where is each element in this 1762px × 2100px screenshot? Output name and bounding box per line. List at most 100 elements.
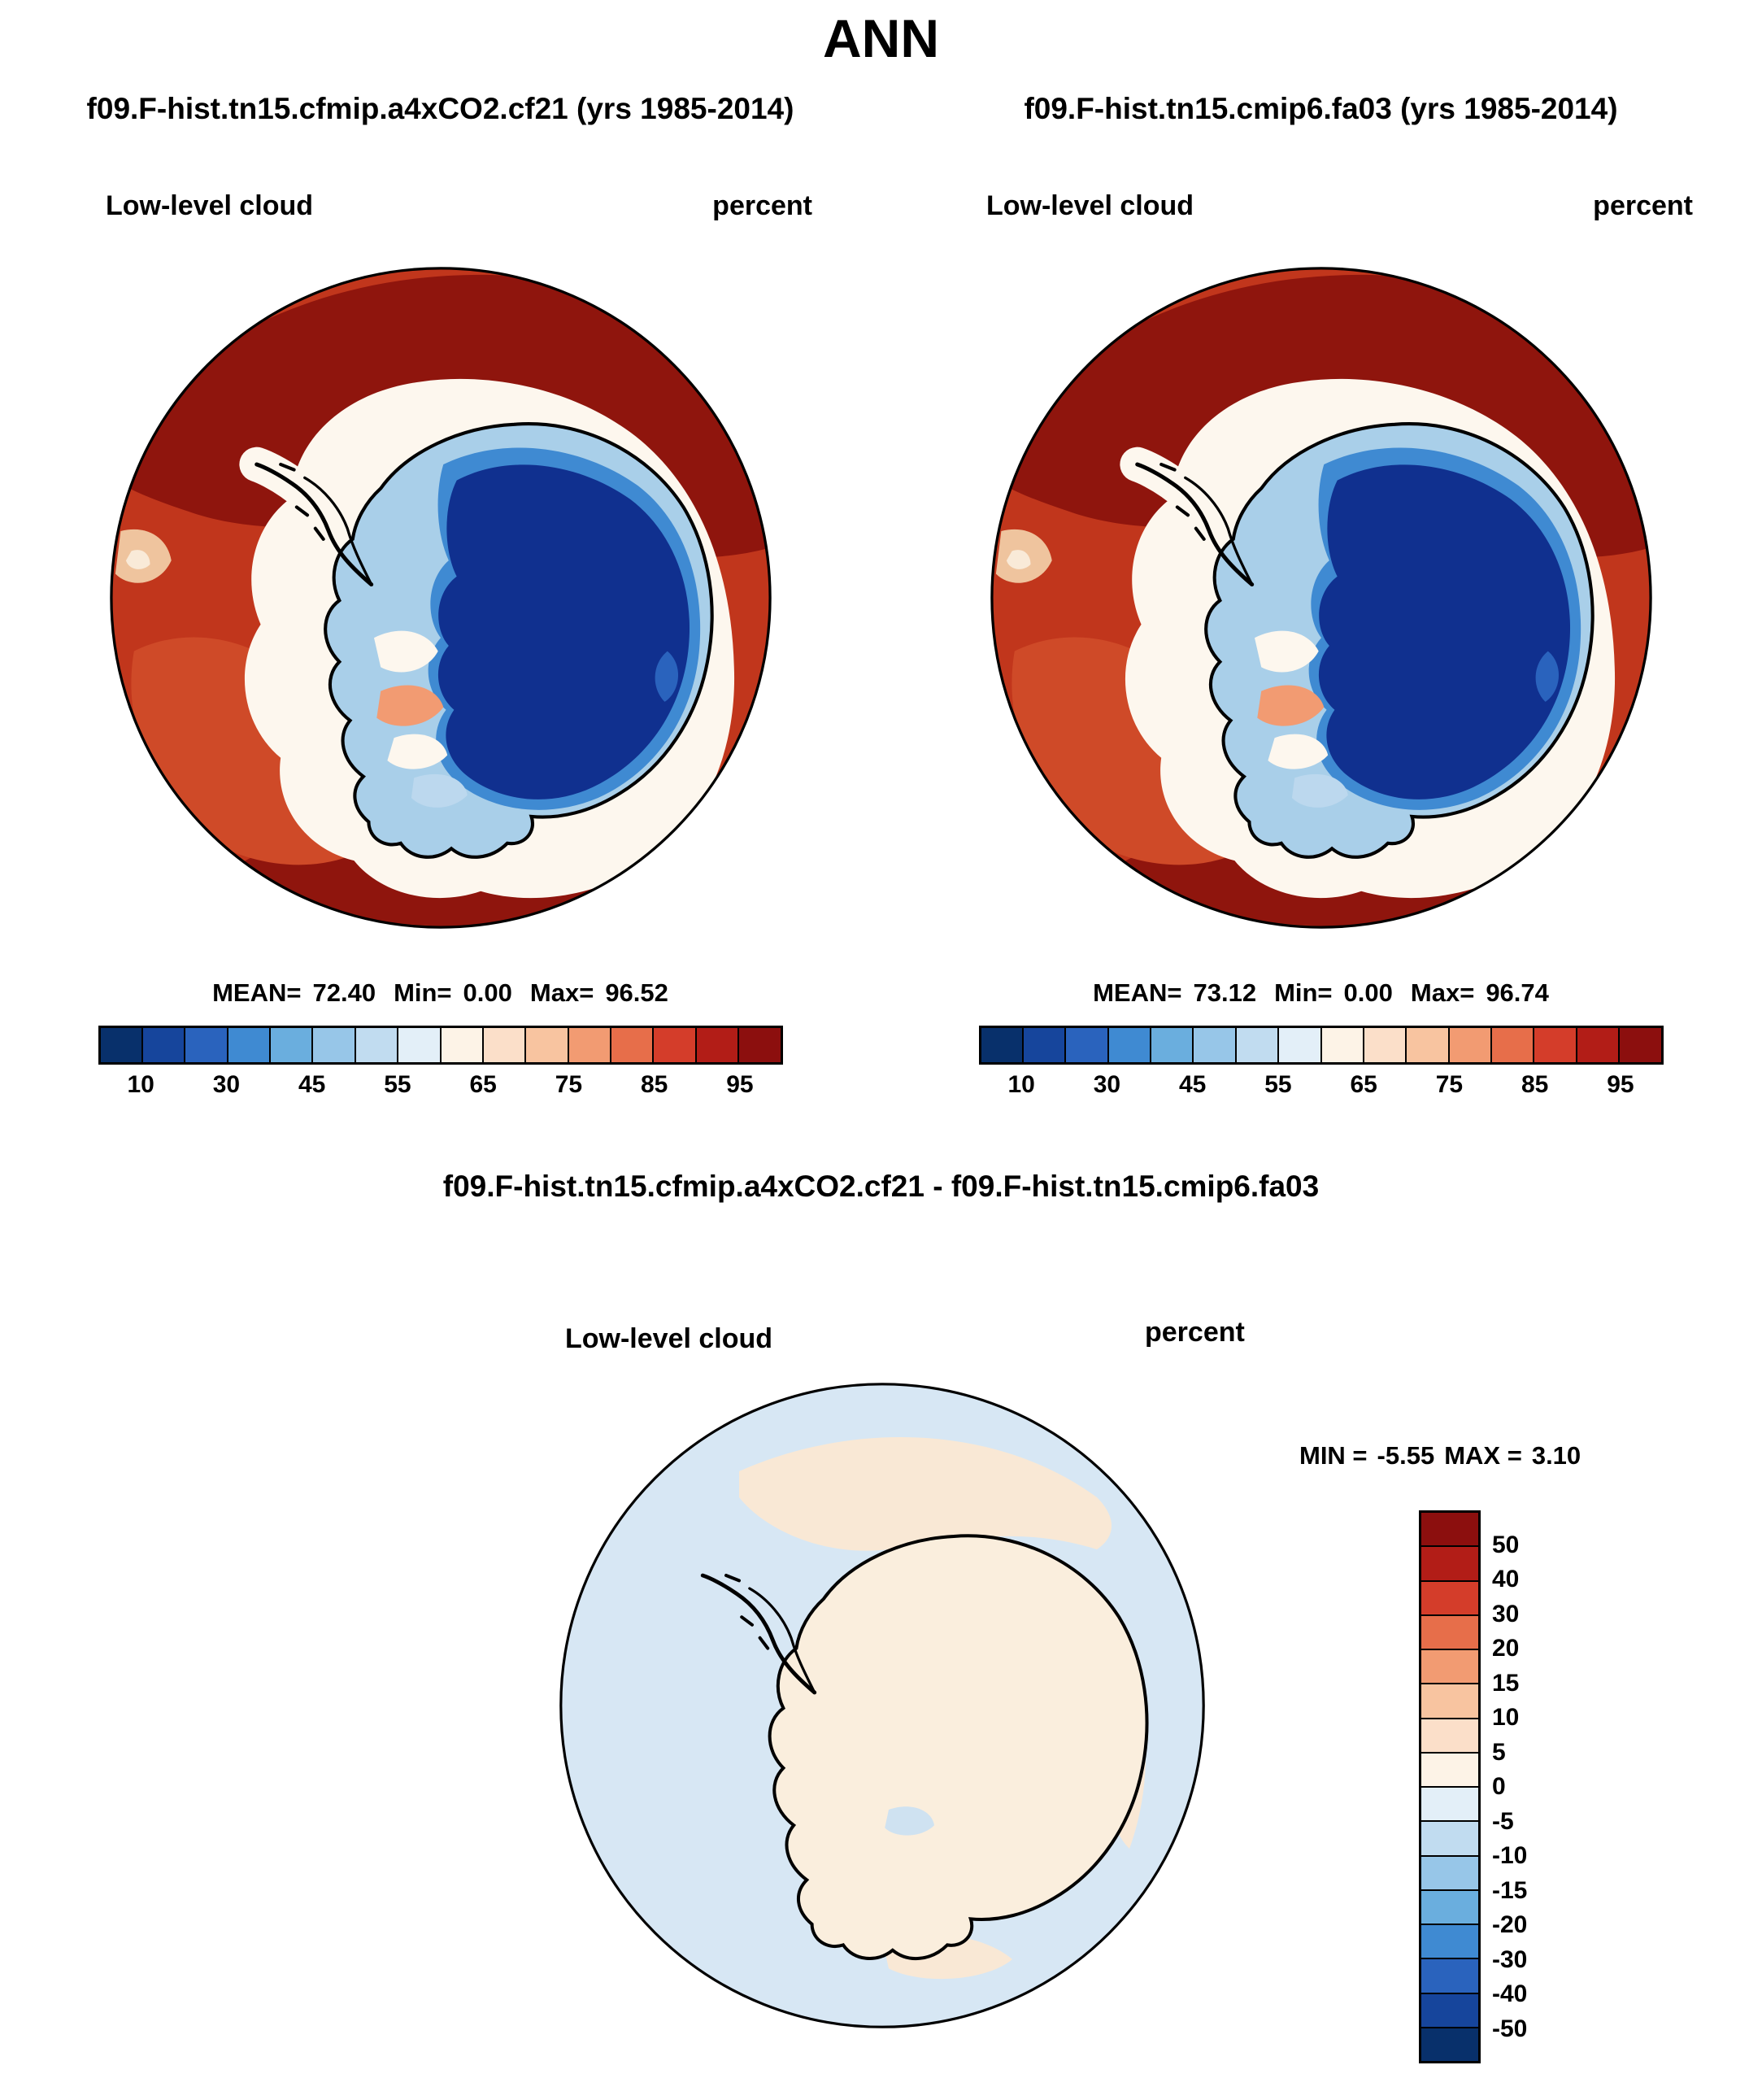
panel-left-stats: MEAN= 72.40 Min= 0.00 Max= 96.52 [212, 978, 668, 1008]
colorbar-cell [739, 1028, 781, 1062]
colorbar-cell [1364, 1028, 1407, 1062]
colorbar-tick-label: 10 [127, 1071, 154, 1098]
colorbar-cell [1421, 1925, 1478, 1960]
mean-label: MEAN= [212, 978, 302, 1007]
colorbar-cell [1151, 1028, 1194, 1062]
colorbar-tick-label: 45 [298, 1071, 326, 1098]
colorbar-tick-label: 10 [1007, 1071, 1035, 1098]
colorbar-cell [1194, 1028, 1237, 1062]
colorbar-cell [1421, 1581, 1478, 1616]
mean-value: 72.40 [312, 978, 376, 1007]
colorbar-cell [654, 1028, 697, 1062]
colorbar-tick-label: 50 [1492, 1531, 1520, 1558]
colorbar-tick-label: 85 [640, 1071, 668, 1098]
colorbar-cell [1023, 1028, 1067, 1062]
colorbar-tick-label: 55 [384, 1071, 411, 1098]
panel-right-title: f09.F-hist.tn15.cmip6.fa03 (yrs 1985-201… [1024, 92, 1618, 125]
colorbar-tick-label: 40 [1492, 1566, 1520, 1592]
colorbar-cell [1534, 1028, 1577, 1062]
colorbar-tick-label: 65 [1350, 1071, 1377, 1098]
mean-value: 73.12 [1193, 978, 1257, 1007]
figure-title: ANN [823, 8, 939, 68]
colorbar-cell [1421, 2028, 1478, 2061]
colorbar-tick-label: -40 [1492, 1980, 1528, 2007]
colorbar-cell [1620, 1028, 1661, 1062]
colorbar-cell [611, 1028, 655, 1062]
colorbar-cell [696, 1028, 740, 1062]
colorbar-tick-label: 30 [1492, 1600, 1520, 1627]
colorbar-tick-label: 75 [1435, 1071, 1464, 1098]
colorbar-cell [1421, 1788, 1478, 1823]
cloud-map-left [107, 264, 774, 931]
difference-section: f09.F-hist.tn15.cfmip.a4xCO2.cf21 - f09.… [0, 1169, 1762, 2096]
colorbar-cell [1449, 1028, 1492, 1062]
colorbar-cell [1577, 1028, 1621, 1062]
panel-left-field-label: Low-level cloud [106, 190, 314, 221]
colorbar-cell [568, 1028, 611, 1062]
colorbar-tick-label: 0 [1492, 1773, 1506, 1800]
colorbar-cell [1236, 1028, 1280, 1062]
colorbar-tick-label: -20 [1492, 1911, 1528, 1938]
colorbar-tick-labels: 10 30 45 55 65 75 85 95 [979, 1071, 1664, 1104]
colorbar-cell [526, 1028, 569, 1062]
colorbar-cell [142, 1028, 186, 1062]
colorbar-cell [100, 1028, 143, 1062]
max-label: Max= [529, 978, 594, 1007]
colorbar-tick-label: 95 [726, 1071, 754, 1098]
colorbar-tick-label: 95 [1607, 1071, 1634, 1098]
colorbar-tick-label: -30 [1492, 1945, 1528, 1973]
colorbar-cell [1421, 1890, 1478, 1925]
diff-max-value: 3.10 [1531, 1441, 1581, 1470]
colorbar-cell [1421, 1856, 1478, 1891]
colorbar-cell [1421, 1719, 1478, 1754]
max-label: Max= [1410, 978, 1475, 1007]
mean-label: MEAN= [1093, 978, 1182, 1007]
colorbar-difference: 50 40 30 20 15 10 5 0 -5 -10 -15 -20 -30 -40 -50 [1419, 1510, 1527, 2063]
colorbar-tick-labels: 10 30 45 55 65 75 85 95 [98, 1071, 783, 1104]
colorbar-tick-label: 85 [1521, 1071, 1549, 1098]
min-value: 0.00 [463, 978, 512, 1007]
colorbar-cell [1421, 1547, 1478, 1582]
colorbar-tick-label: 15 [1492, 1669, 1520, 1697]
colorbar-cell [1321, 1028, 1364, 1062]
colorbar-percent-left: 10 30 45 55 65 75 85 95 [98, 1026, 783, 1112]
colorbar-tick-label: 65 [469, 1071, 497, 1098]
colorbar-percent-right: 10 30 45 55 65 75 85 95 [978, 1026, 1664, 1112]
colorbar-cell [1421, 1615, 1478, 1650]
panel-left-title: f09.F-hist.tn15.cfmip.a4xCO2.cf21 (yrs 1… [86, 92, 794, 125]
difference-title: f09.F-hist.tn15.cfmip.a4xCO2.cf21 - f09.… [442, 1170, 1320, 1203]
colorbar-cell [1492, 1028, 1535, 1062]
colorbar-cell [1066, 1028, 1109, 1062]
colorbar-tick-label: -50 [1492, 2015, 1528, 2042]
difference-minmax: MIN = -5.55 MAX = 3.10 [1299, 1441, 1590, 1470]
colorbar-cell [185, 1028, 228, 1062]
diff-min-label: MIN = [1299, 1441, 1368, 1470]
colorbar-tick-labels: 50 40 30 20 15 10 5 0 -5 -10 -15 -20 -30 -40 -50 [1492, 1510, 1565, 2063]
panel-right-stats: MEAN= 73.12 Min= 0.00 Max= 96.74 [1093, 978, 1549, 1008]
colorbar-tick-label: -5 [1492, 1807, 1514, 1835]
colorbar-cell [1421, 1753, 1478, 1788]
cloud-map-right [988, 264, 1655, 931]
colorbar-cell [1108, 1028, 1151, 1062]
colorbar-tick-label: 20 [1492, 1635, 1520, 1662]
colorbar-cell [1279, 1028, 1322, 1062]
colorbar-cell [271, 1028, 314, 1062]
panel-right-field-label: Low-level cloud [986, 190, 1194, 221]
colorbar-cell [355, 1028, 399, 1062]
difference-field-label: Low-level cloud [565, 1323, 773, 1354]
colorbar-cell [398, 1028, 442, 1062]
panel-left-labels: Low-level cloud percent [0, 190, 881, 222]
panel-right-labels: Low-level cloud percent [881, 190, 1761, 222]
colorbar-tick-label: 45 [1178, 1071, 1207, 1098]
min-value: 0.00 [1343, 978, 1393, 1007]
panel-left-map-wrap [107, 264, 774, 931]
difference-map [557, 1380, 1207, 2031]
colorbar-cell [1421, 1959, 1478, 1994]
max-value: 96.52 [605, 978, 668, 1007]
colorbar-tick-label: -15 [1492, 1876, 1528, 1904]
max-value: 96.74 [1486, 978, 1549, 1007]
colorbar-cell [313, 1028, 356, 1062]
min-label: Min= [1274, 978, 1333, 1007]
diff-max-label: MAX = [1444, 1441, 1522, 1470]
